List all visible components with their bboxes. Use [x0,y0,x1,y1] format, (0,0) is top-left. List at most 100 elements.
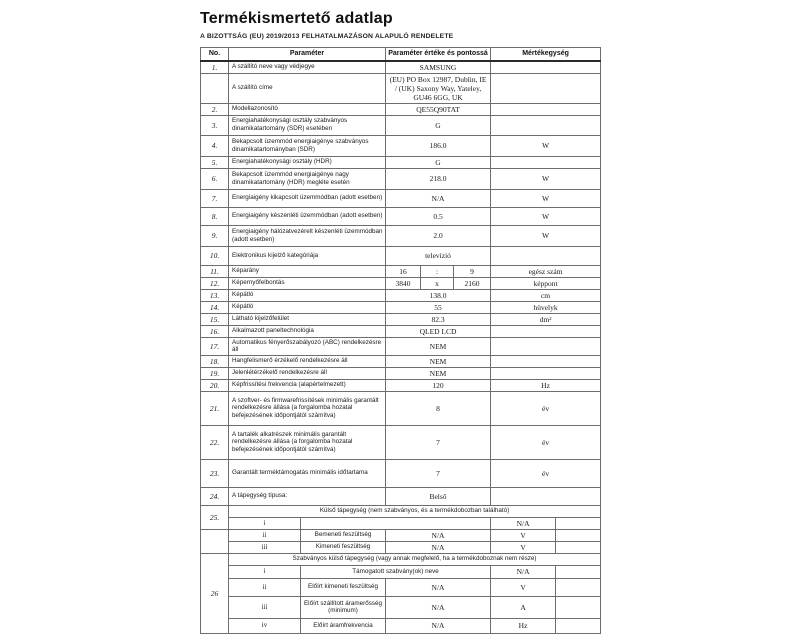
parameter-value: 55 [384,300,492,314]
sub-parameter-label: Előírt szállított áramerősség (minimum) [300,595,386,619]
parameter-value [555,595,602,619]
product-info-table: No. Paraméter Paraméter értéke és pontossá… [200,47,602,634]
parameter-value: NEM [384,354,492,368]
unit-label: év [490,424,602,460]
table-row: ii Bemeneti feszültség N/A V [200,528,602,554]
table-row: 16. Alkalmazott paneltechnológia QLED LCD [200,324,602,338]
page-title: Termékismertető adatlap [200,10,393,27]
unit-label: W [490,224,602,247]
unit-label [490,102,602,116]
parameter-value: 9 [452,264,492,278]
unit-label: V [490,540,557,554]
parameter-label: A szállító neve vagy védjegye [228,60,386,74]
table-row: A szállító címe (EU) PO Box 12987, Dublin… [200,72,602,104]
unit-label: egész szám [490,264,602,278]
parameter-value: 7 [384,458,492,488]
parameter-label: Bekapcsolt üzemmód energiaigénye nagy di… [228,167,386,190]
unit-label: V [490,577,557,597]
parameter-value: G [384,114,492,136]
table-row: 13. Képátló 138.0 cm [200,288,602,302]
table-row: 15. Látható kijelzőfelület 82.3 dm² [200,312,602,326]
table-row: 20. Képfrissítési frekvencia (alapértelme… [200,378,602,392]
parameter-value: N/A [384,188,492,208]
unit-label [490,114,602,136]
table-row: ii Előírt kimeneti feszültség N/A V [201,577,602,597]
row-number: 22. [200,424,229,460]
row-number: 2. [200,102,229,116]
parameter-value: 138.0 [384,288,492,302]
row-number [200,72,229,104]
row-number: 16. [200,324,229,338]
parameter-label: Látható kijelzőfelület [228,312,386,326]
row-number: 1. [200,60,229,74]
row-number: 11. [200,264,229,278]
sub-parameter-label [299,516,492,530]
sub-parameter-label: Támogatott szabvány(ok) neve [299,564,492,579]
unit-label: V [490,528,557,542]
table-row: 14. Képátló 55 hüvelyk [200,300,602,314]
product-info-table-body: No. Paraméter Paraméter értéke és pontossá… [200,47,602,634]
row-number: 25. [200,504,229,530]
header-row: No. Paraméter Paraméter értéke és pontossá… [200,47,602,62]
unit-label: W [490,188,602,208]
parameter-value [555,516,602,530]
sub-parameter-label: Bemeneti feszültség [300,528,386,542]
table-row: 18. Hangfelismerő érzékelő rendelkezésre … [200,354,602,368]
parameter-value: N/A [384,528,492,542]
table-row: 8. Energiaigény készenléti üzemmódban (ad… [200,206,602,226]
row-number: 4. [200,134,229,157]
parameter-value: NEM [384,366,492,380]
unit-label: dm² [490,312,602,326]
unit-label: képpont [490,276,602,290]
parameter-value: 82.3 [384,312,492,326]
parameter-value: N/A [490,564,557,579]
table-row: iii Előírt szállított áramerősség (minimu… [201,595,602,619]
parameter-value [555,540,602,554]
section-25-header-row: 25. Külső tápegység (nem szabványos, és a… [200,504,602,530]
parameter-value: N/A [384,595,492,619]
row-number [200,528,229,554]
parameter-value [555,564,602,579]
column-header: No. [200,47,229,62]
table-row: 19. Jelenlétérzékelő rendelkezésre áll NEM [200,366,602,380]
unit-label [490,366,602,380]
unit-label: Hz [490,378,602,392]
row-number: 5. [200,155,229,169]
product-fiche-sheet: Termékismertető adatlap A BIZOTTSÁG (EU)… [200,10,602,634]
row-number: 12. [200,276,229,290]
parameter-label: A tápegység típusa: [228,486,386,506]
parameter-value: 120 [384,378,492,392]
table-row: 2. Modellazonosító QE55Q90TAT [200,102,602,116]
table-row: 11. Képarány 16:9 egész szám [200,264,602,278]
table-row: 24. A tápegység típusa: Belső [200,486,602,506]
row-number: 20. [200,378,229,392]
unit-label [490,324,602,338]
parameter-value: Belső [384,486,492,506]
parameter-label: A szállító címe [228,72,386,104]
row-number: 23. [200,458,229,488]
row-number: 24. [200,486,229,506]
table-row: 21. A szoftver- és firmwarefrissítések mi… [200,390,602,426]
table-row: 10. Elektronikus kijelző kategóriája telev… [200,245,602,266]
row-number: 21. [200,390,229,426]
parameter-value: QLED LCD [384,324,492,338]
table-row: 23. Garantált terméktámogatás minimális i… [200,458,602,488]
parameter-label: Alkalmazott paneltechnológia [228,324,386,338]
parameter-value: x [420,276,454,290]
unit-label: A [490,595,557,619]
parameter-value: N/A [384,577,492,597]
unit-label: W [490,167,602,190]
table-row: iii Kimeneti feszültség N/A V [201,540,602,554]
parameter-value: G [384,155,492,169]
table-row: 3. Energiahatékonysági osztály szabványos… [200,114,602,136]
parameter-label: Garantált terméktámogatás minimális időt… [228,458,386,488]
sub-row-index: i [228,564,301,579]
section-26-header-row: 26 Szabványos külső tápegység (vagy annak… [200,552,602,634]
parameter-value: SAMSUNG [384,60,492,74]
parameter-value: 2160 [452,276,492,290]
parameter-value: (EU) PO Box 12987, Dublin, IE / (UK) Sax… [384,72,492,104]
table-row: 1. A szállító neve vagy védjegye SAMSUNG [200,60,602,74]
unit-label: hüvelyk [490,300,602,314]
parameter-value [555,528,602,542]
table-row: i N/A [201,516,602,530]
